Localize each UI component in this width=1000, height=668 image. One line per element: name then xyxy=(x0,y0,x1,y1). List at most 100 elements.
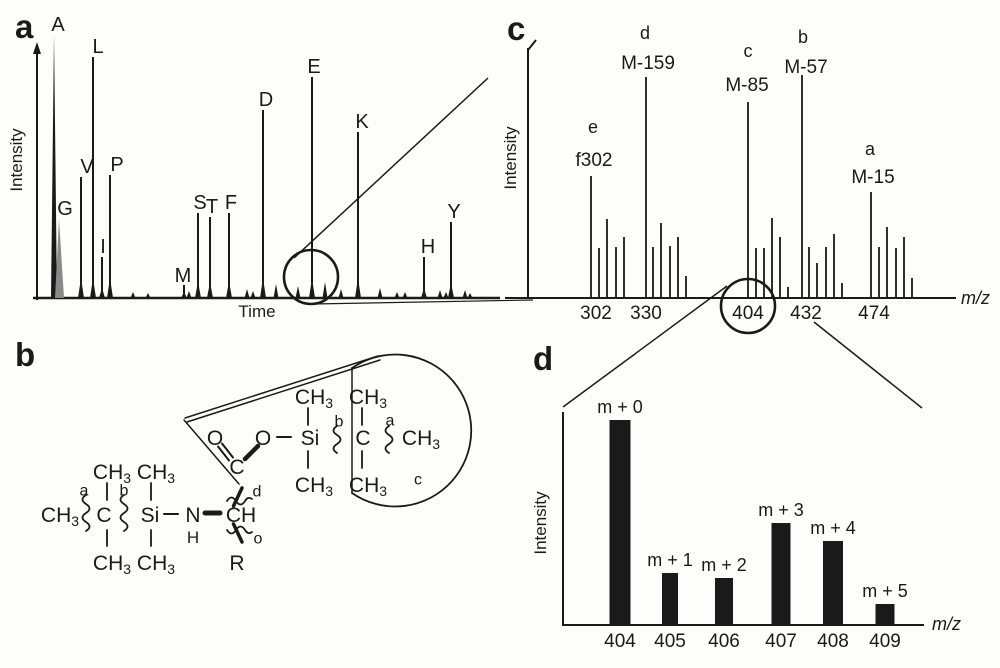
x-tick-474: 474 xyxy=(858,303,890,324)
peak-annotation-e: e xyxy=(588,117,598,137)
panel-c-x-axis-label: m/z xyxy=(961,288,990,308)
panel-a-letter: a xyxy=(15,8,34,45)
panel-b-letter: b xyxy=(15,336,35,373)
peak-label-E: E xyxy=(307,56,320,78)
bar-405 xyxy=(662,573,678,625)
peak-annotation-a: a xyxy=(865,139,876,159)
peak-T: T xyxy=(206,196,218,298)
atom-CH3-23: CH3 xyxy=(349,474,387,499)
x-tick-408: 408 xyxy=(817,631,849,652)
noise-peak xyxy=(437,290,443,298)
panel-a-to-c-connector-top xyxy=(293,77,489,259)
x-tick-404: 404 xyxy=(604,631,636,652)
peak-annotation-c: c xyxy=(744,41,753,61)
magnifier-cone-edge-top-2 xyxy=(186,359,381,423)
peak-M: M xyxy=(175,265,192,298)
bar-406 xyxy=(715,578,733,625)
squiggle-bond-d xyxy=(226,496,253,506)
noise-peak xyxy=(186,291,192,298)
panel-c-peaks xyxy=(590,75,913,298)
peak-shape-G xyxy=(55,219,64,298)
panel-d-letter: d xyxy=(533,340,553,377)
peak-label-V: V xyxy=(80,156,94,178)
noise-peak xyxy=(130,292,136,298)
squiggle-bond-b-left xyxy=(119,494,129,532)
peak-Y: Y xyxy=(447,201,461,298)
x-tick-330: 330 xyxy=(630,303,662,324)
atom-d-13: d xyxy=(253,484,262,501)
peak-L: L xyxy=(90,36,104,298)
bar-label-408: m + 4 xyxy=(810,518,856,538)
bar-group-408: m + 4 408 xyxy=(810,518,856,652)
noise-peak xyxy=(338,289,344,298)
x-tick-409: 409 xyxy=(869,631,901,652)
atom-N-3: N xyxy=(185,504,200,527)
peak-A: A xyxy=(51,14,65,298)
x-tick-302: 302 xyxy=(580,303,612,324)
atom-C-1: C xyxy=(96,504,111,527)
bar-407 xyxy=(771,523,791,625)
peak-I: I xyxy=(99,236,106,298)
panel-c-peak-annotations: e f302 d M-159 c M-85 b M-57 a M-15 xyxy=(576,23,895,188)
panel-a-x-axis-label: Time xyxy=(238,302,275,321)
peak-label-M: M xyxy=(175,265,192,287)
panel-c-to-d-connector-left xyxy=(562,285,728,408)
atom-CH3-0: CH3 xyxy=(41,504,79,529)
bar-group-405: m + 1 405 xyxy=(647,550,693,652)
peak-annotation-d: d xyxy=(640,23,650,43)
magnifier-cone-edge-top-1 xyxy=(184,355,379,419)
bar-label-406: m + 2 xyxy=(701,555,747,575)
atom-Si-18: Si xyxy=(301,427,320,450)
noise-peak xyxy=(402,292,408,298)
squiggle-bond-o-slash xyxy=(231,522,244,544)
atom-Si-2: Si xyxy=(141,504,160,527)
peak-label-I: I xyxy=(100,236,106,258)
peak-S: S xyxy=(193,192,207,298)
atom-a-26: a xyxy=(386,413,395,430)
atom-b-12: b xyxy=(120,483,129,500)
peak-shape-A xyxy=(51,35,57,298)
noise-peak xyxy=(322,282,328,298)
peak-P: P xyxy=(107,154,124,298)
peak-annotation-M-85: M-85 xyxy=(725,75,768,96)
panel-d-x-axis-label: m/z xyxy=(932,614,961,634)
panel-c-zoom-circle xyxy=(719,277,777,335)
atom-CH3-24: CH3 xyxy=(402,427,440,452)
bar-409 xyxy=(875,604,895,625)
atom-CH3-8: CH3 xyxy=(137,461,175,486)
squiggle-bond-a-left xyxy=(81,494,91,532)
peak-label-F: F xyxy=(225,192,237,214)
bar-label-404: m + 0 xyxy=(597,397,643,417)
magnifier-cone-edge-bottom xyxy=(183,419,240,485)
noise-peak xyxy=(462,290,468,298)
panel-a-y-axis-label: Intensity xyxy=(7,128,26,192)
peak-K: K xyxy=(355,111,369,298)
bar-404 xyxy=(609,420,631,625)
panel-c-y-axis-label: Intensity xyxy=(501,126,520,190)
peak-label-H: H xyxy=(421,236,435,258)
noise-peak xyxy=(244,289,250,298)
panel-c-y-axis-arrow xyxy=(527,39,537,51)
atom-CH3-22: CH3 xyxy=(349,386,387,411)
atom-CH3-20: CH3 xyxy=(295,474,333,499)
noise-peak xyxy=(145,293,151,298)
bar-label-407: m + 3 xyxy=(758,500,804,520)
panel-a-zoom-circle xyxy=(282,248,340,306)
atom-CH-5: CH xyxy=(226,504,256,527)
bar-label-405: m + 1 xyxy=(647,550,693,570)
squiggle-bond-b-upper xyxy=(332,425,342,454)
panel-d-bars: m + 0 404 m + 1 405 m + 2 406 m + 3 407 m + 4 408… xyxy=(597,397,908,652)
peak-annotation-b: b xyxy=(798,27,808,47)
atom-a-11: a xyxy=(80,483,89,500)
panel-c-mass-spectrum: Intensity m/z e f302 d M-159 c M-85 b M-57 a M-15… xyxy=(501,23,990,409)
atom-H-4: H xyxy=(187,528,199,547)
peak-label-L: L xyxy=(92,36,103,58)
noise-peak xyxy=(467,293,473,298)
panel-a-noise-peaks xyxy=(130,282,473,298)
bar-408 xyxy=(823,541,843,625)
bar-group-406: m + 2 406 xyxy=(701,555,747,652)
atom-b-25: b xyxy=(335,414,344,431)
